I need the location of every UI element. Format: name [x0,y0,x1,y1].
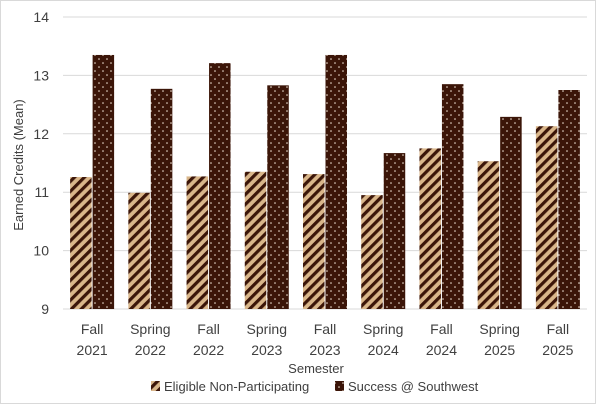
x-tick-label: 2022 [193,342,224,358]
legend-label-success: Success @ Southwest [348,379,479,394]
x-tick-label: 2021 [77,342,108,358]
bar-eligible [70,177,92,309]
y-axis-tick-labels: 9 10 11 12 13 14 [33,9,49,317]
legend-swatch-eligible [151,381,160,391]
x-tick-label: Fall [547,321,570,337]
x-tick-label: Spring [130,321,170,337]
bar-eligible [128,192,150,309]
x-tick-label: Fall [197,321,220,337]
legend-swatch-success [335,381,344,391]
x-tick-label: Spring [247,321,287,337]
bars [70,54,580,310]
x-tick-label: 2022 [135,342,166,358]
bar-success [441,84,464,309]
bar-eligible [303,174,325,309]
x-tick-label: 2024 [426,342,457,358]
x-tick-label: 2024 [368,342,399,358]
bar-eligible [186,176,209,309]
y-tick-label: 9 [41,301,49,317]
x-axis-tick-labels: Fall 2021 Spring 2022 Fall 2022 Spring 2023 Fall… [77,321,574,358]
bar-eligible [419,148,441,309]
bar-success [92,54,115,310]
x-tick-label: Spring [363,321,403,337]
x-tick-label: Fall [314,321,337,337]
bar-success [209,63,231,309]
bar-success [558,90,580,309]
gridlines [63,16,587,310]
x-tick-label: 2025 [484,342,515,358]
bar-eligible [361,195,383,309]
x-tick-label: 2023 [251,342,282,358]
bar-success [500,116,522,309]
y-tick-label: 13 [33,67,49,83]
legend-label-eligible: Eligible Non-Participating [164,379,309,394]
legend: Eligible Non-Participating Success @ Sou… [151,379,479,394]
y-tick-label: 11 [34,184,49,200]
x-tick-label: Spring [479,321,519,337]
y-axis-title: Earned Credits (Mean) [11,99,26,231]
bar-success [150,88,173,309]
bar-success [267,85,289,309]
x-tick-label: 2025 [542,342,573,358]
y-tick-label: 12 [33,126,49,142]
x-tick-label: 2023 [309,342,340,358]
bar-eligible [244,171,267,309]
bar-success [325,54,347,310]
y-tick-label: 10 [33,243,49,259]
x-tick-label: Fall [430,321,453,337]
bar-eligible [535,126,558,309]
x-axis-title: Semester [288,361,344,376]
y-tick-label: 14 [33,9,49,25]
bar-success [383,153,406,309]
bar-eligible [477,161,500,309]
x-tick-label: Fall [81,321,104,337]
